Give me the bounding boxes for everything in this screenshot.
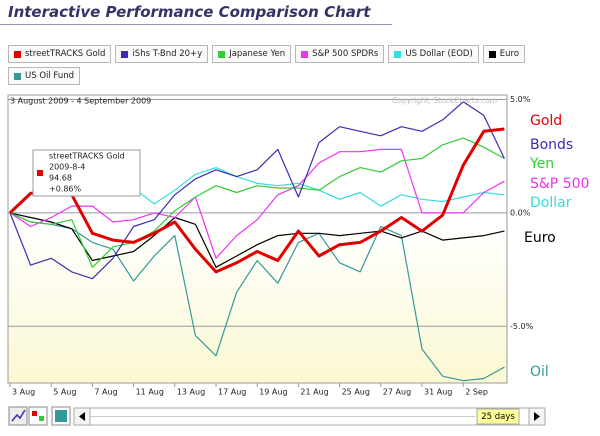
- date-range: 3 August 2009 - 4 September 2009: [10, 97, 151, 106]
- x-tick-label: 17 Aug: [218, 388, 246, 397]
- legend-item[interactable]: US Oil Fund: [8, 67, 81, 85]
- legend-swatch: [14, 50, 21, 58]
- legend-item[interactable]: S&P 500 SPDRs: [295, 45, 385, 63]
- arrow-icon: [534, 412, 540, 421]
- legend-item[interactable]: Japanese Yen: [212, 45, 292, 63]
- legend-swatch: [301, 50, 309, 58]
- tooltip-change: +0.86%: [49, 185, 82, 194]
- end-label: Dollar: [530, 195, 572, 211]
- bar-icon: [39, 416, 44, 421]
- legend-swatch: [394, 50, 402, 58]
- title-rule: [0, 24, 392, 25]
- end-label: Bonds: [530, 137, 573, 153]
- end-label: Oil: [530, 364, 549, 380]
- x-tick-label: 3 Aug: [12, 388, 35, 397]
- x-tick-label: 27 Aug: [383, 388, 411, 397]
- fill-icon: [55, 410, 67, 422]
- end-labels: Gold Bonds Yen S&P 500 Dollar Euro Oil: [524, 113, 589, 380]
- x-tick-label: 5 Aug: [53, 388, 76, 397]
- legend-label: US Dollar (EOD): [405, 49, 473, 59]
- x-tick-label: 19 Aug: [259, 388, 287, 397]
- period-button[interactable]: [476, 408, 520, 425]
- end-label: Euro: [524, 230, 556, 246]
- y-tick-label: 5.0%: [510, 95, 531, 104]
- x-tick-label: 25 Aug: [342, 388, 370, 397]
- y-tick-label: 0.0%: [510, 208, 531, 217]
- series-line: [9, 148, 505, 259]
- x-tick-label: 11 Aug: [136, 388, 164, 397]
- legend: streetTRACKS Gold iShs T-Bnd 20+y Japanese…: [8, 45, 548, 85]
- tooltip: streetTRACKS Gold 2009-8-4 94.68 +0.86%: [32, 149, 141, 197]
- legend-item[interactable]: streetTRACKS Gold: [8, 45, 112, 63]
- bar-icon: [32, 411, 37, 416]
- x-tick-label: 13 Aug: [177, 388, 205, 397]
- chart-title: Interactive Performance Comparison Chart: [8, 3, 371, 21]
- legend-swatch: [14, 72, 21, 80]
- end-label: Gold: [530, 113, 562, 129]
- legend-label: US Oil Fund: [25, 71, 75, 81]
- x-tick-label: 7 Aug: [94, 388, 117, 397]
- x-tick-label: 2 Sep: [465, 388, 488, 397]
- series-line: [9, 101, 505, 280]
- y-tick-label: -5.0%: [510, 322, 534, 331]
- series-line: [9, 212, 505, 382]
- tooltip-price: 94.68: [49, 174, 72, 183]
- legend-item[interactable]: US Dollar (EOD): [388, 45, 479, 63]
- arrow-icon: [79, 412, 85, 421]
- legend-label: streetTRACKS Gold: [25, 49, 106, 59]
- tooltip-swatch: [37, 170, 43, 176]
- x-tick-label: 21 Aug: [300, 388, 328, 397]
- copyright: Copyright, StockCharts.com: [392, 96, 497, 105]
- legend-label: Euro: [499, 49, 520, 59]
- series-line: [9, 137, 505, 268]
- end-label: S&P 500: [530, 176, 589, 192]
- legend-label: S&P 500 SPDRs: [312, 49, 379, 59]
- legend-label: Japanese Yen: [229, 49, 286, 59]
- controls: 25 days: [8, 406, 546, 426]
- plot-area: [7, 94, 508, 384]
- series-line: [8, 127, 505, 274]
- legend-swatch: [121, 50, 129, 58]
- bar-view-button[interactable]: [28, 406, 48, 426]
- tooltip-date: 2009-8-4: [49, 163, 85, 172]
- legend-swatch: [218, 50, 226, 58]
- line-icon: [11, 409, 26, 422]
- tooltip-box: [32, 149, 141, 197]
- end-label: Yen: [529, 156, 554, 172]
- tooltip-title: streetTRACKS Gold: [49, 152, 125, 161]
- x-tick-label: 31 Aug: [424, 388, 452, 397]
- period-label: 25 days: [481, 412, 515, 422]
- legend-item[interactable]: Euro: [482, 45, 526, 63]
- legend-label: iShs T-Bnd 20+y: [132, 49, 203, 59]
- legend-item[interactable]: iShs T-Bnd 20+y: [115, 45, 209, 63]
- legend-swatch: [488, 50, 496, 58]
